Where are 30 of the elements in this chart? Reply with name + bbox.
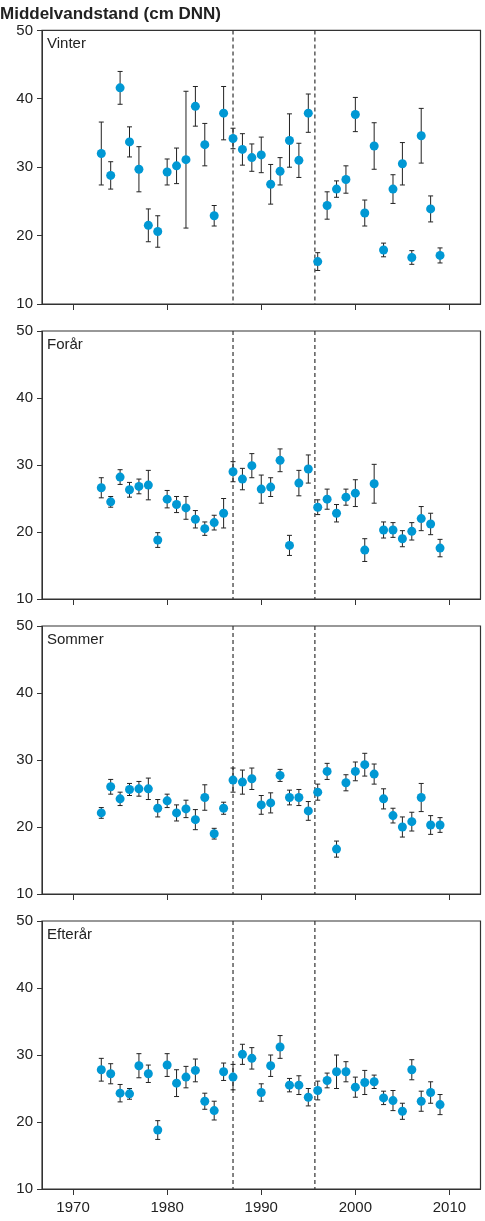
- y-tick-label: 20: [16, 522, 33, 540]
- y-tick-label: 10: [16, 589, 33, 607]
- y-tick-label: 30: [16, 750, 33, 768]
- x-tick-label: 2010: [432, 1198, 467, 1216]
- y-tick-label: 30: [16, 455, 33, 473]
- y-tick-label: 50: [16, 20, 33, 38]
- y-tick-label: 20: [16, 817, 33, 835]
- y-tick-label: 10: [16, 884, 33, 902]
- annotation: Sommer: [47, 629, 104, 647]
- y-tick-label: 10: [16, 294, 33, 312]
- annotation: Efterår: [47, 924, 93, 942]
- y-tick-label: 40: [16, 388, 33, 406]
- chart-title: Middelvandstand (cm DNN): [0, 3, 222, 23]
- y-tick-label: 30: [16, 1045, 33, 1063]
- y-tick-label: 20: [16, 1112, 33, 1130]
- x-tick-label: 1980: [150, 1198, 184, 1216]
- y-tick-label: 20: [16, 225, 33, 243]
- x-tick-label: 2000: [338, 1198, 373, 1216]
- x-tick-label: 1970: [56, 1198, 90, 1216]
- y-tick-label: 30: [16, 157, 33, 175]
- y-tick-label: 50: [16, 911, 33, 929]
- y-tick-label: 40: [16, 683, 33, 701]
- y-tick-label: 40: [16, 88, 33, 106]
- y-tick-label: 50: [16, 616, 33, 634]
- x-tick-label: 1990: [244, 1198, 278, 1216]
- annotation: Forår: [47, 334, 83, 352]
- y-tick-label: 40: [16, 978, 33, 996]
- y-tick-label: 10: [16, 1179, 33, 1197]
- y-tick-label: 50: [16, 321, 33, 339]
- annotation: Vinter: [47, 34, 86, 52]
